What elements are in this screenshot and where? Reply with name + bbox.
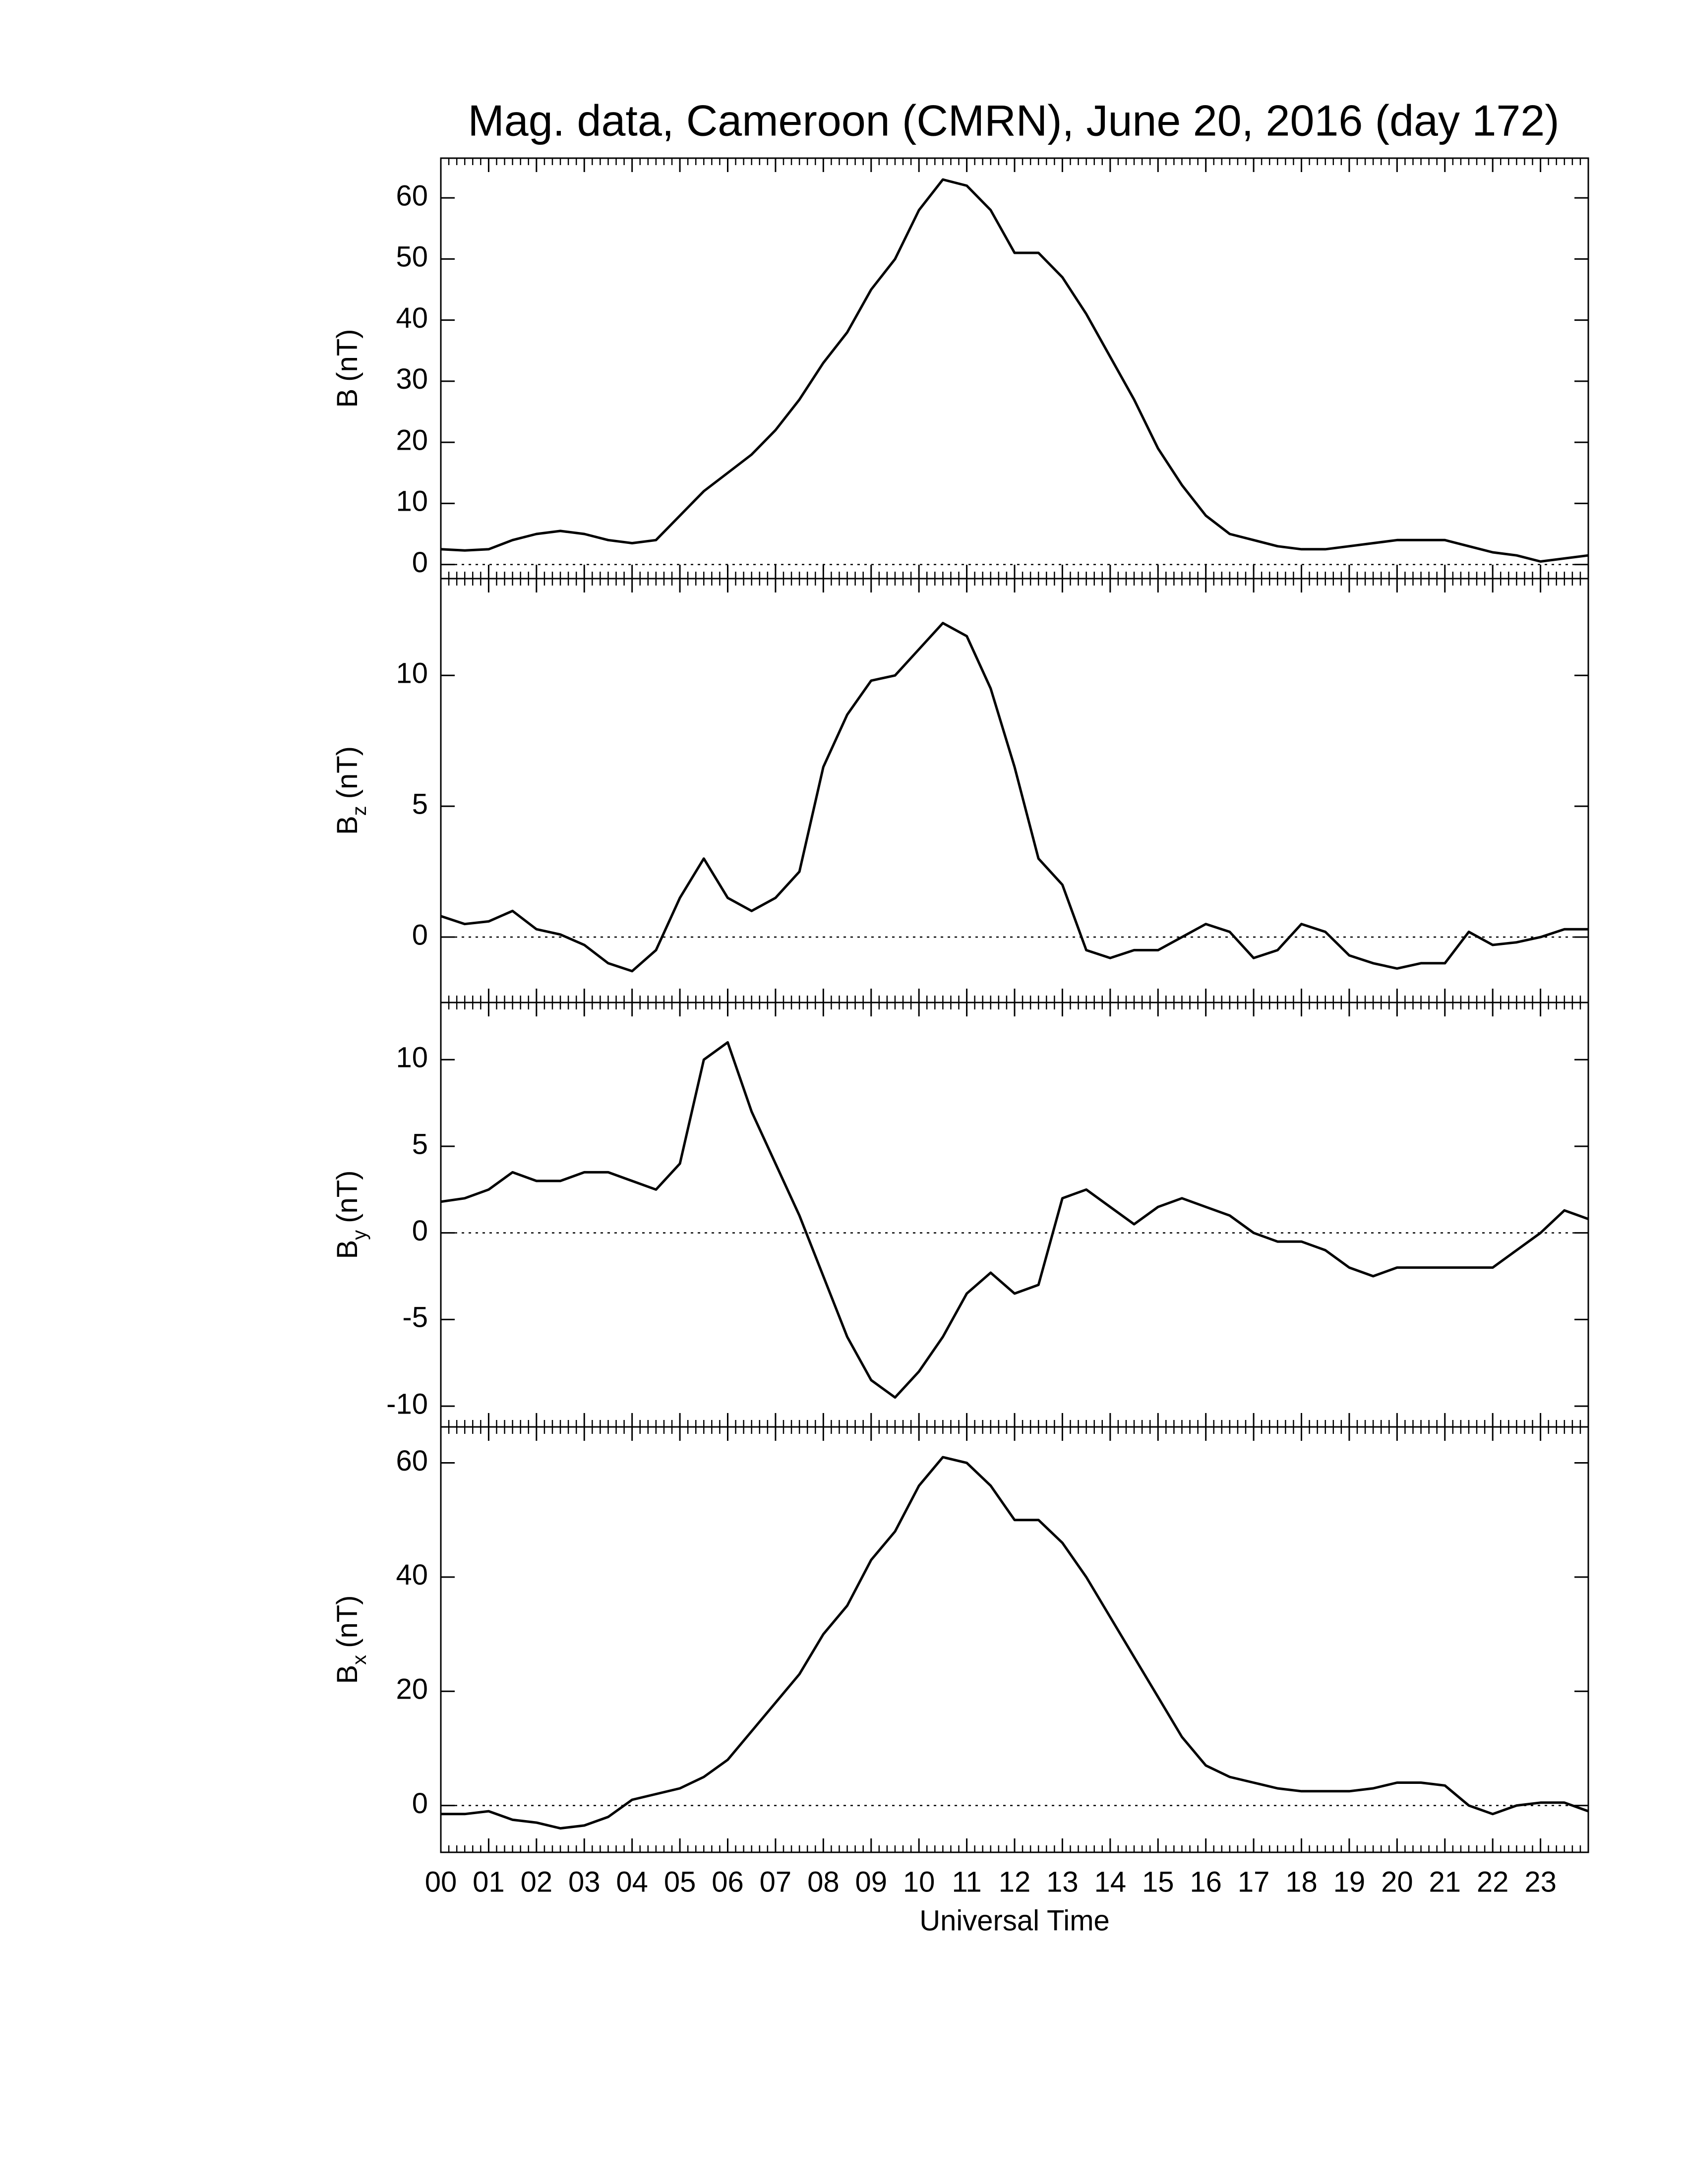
y-label-unit: (nT) (331, 1595, 363, 1648)
y-tick-label: 40 (396, 302, 428, 334)
y-tick-label: 60 (396, 179, 428, 212)
x-tick-label: 03 (568, 1866, 601, 1898)
x-axis-label: Universal Time (919, 1904, 1110, 1937)
y-tick-label: 0 (412, 1787, 428, 1820)
x-tick-label: 05 (664, 1866, 696, 1898)
y-tick-label: 10 (396, 657, 428, 690)
y-tick-label: -10 (386, 1388, 428, 1420)
x-tick-label: 04 (616, 1866, 648, 1898)
x-tick-label: 12 (999, 1866, 1031, 1898)
data-line (440, 622, 1588, 973)
x-tick-label: 11 (952, 1866, 981, 1898)
x-tick-label: 14 (1094, 1866, 1127, 1898)
x-tick-label: 10 (903, 1866, 935, 1898)
x-tick-label: 22 (1477, 1866, 1509, 1898)
x-tick-label: 07 (760, 1866, 792, 1898)
plot-frame (440, 1426, 1589, 1853)
y-tick-label: 5 (412, 1128, 428, 1160)
x-tick-label: 02 (521, 1866, 553, 1898)
data-line (440, 1041, 1589, 1399)
data-line (441, 1456, 1589, 1830)
y-tick-label: 30 (396, 363, 428, 395)
y-axis-label: Bz (nT) (331, 746, 370, 835)
y-axis-label: Bx (nT) (331, 1595, 370, 1684)
x-tick-label: 08 (807, 1866, 840, 1898)
x-tick-label: 18 (1285, 1866, 1318, 1898)
y-label-symbol: B (331, 1240, 363, 1259)
plot-frame (440, 157, 1589, 580)
y-label-symbol: B (331, 389, 363, 408)
y-tick-label: 10 (396, 1042, 428, 1074)
x-tick-label: 09 (855, 1866, 887, 1898)
x-tick-label: 17 (1238, 1866, 1270, 1898)
plot-frame (440, 1002, 1589, 1428)
y-label-subscript: x (349, 1655, 370, 1665)
y-tick-label: 10 (396, 485, 428, 518)
y-tick-label: 0 (412, 1215, 428, 1247)
x-tick-label: 19 (1333, 1866, 1366, 1898)
y-label-symbol: B (331, 816, 363, 835)
x-tick-label: 01 (473, 1866, 505, 1898)
y-tick-label: 50 (396, 241, 428, 273)
y-tick-label: 20 (396, 1673, 428, 1706)
y-label-unit: (nT) (331, 746, 363, 799)
data-line (440, 178, 1589, 563)
y-axis-label: B (nT) (331, 329, 363, 408)
x-tick-label: 15 (1142, 1866, 1174, 1898)
y-label-subscript: z (349, 806, 370, 816)
x-tick-label: 21 (1429, 1866, 1461, 1898)
x-tick-label: 20 (1381, 1866, 1413, 1898)
y-tick-label: 0 (412, 546, 428, 579)
y-label-subscript: y (349, 1230, 370, 1240)
x-tick-label: 23 (1524, 1866, 1557, 1898)
y-tick-label: 20 (396, 424, 428, 456)
x-tick-label: 16 (1190, 1866, 1222, 1898)
y-tick-label: 60 (396, 1445, 428, 1477)
y-tick-label: 5 (412, 788, 428, 820)
chart-title: Mag. data, Cameroon (CMRN), June 20, 201… (468, 96, 1559, 145)
y-label-unit: (nT) (331, 1170, 363, 1223)
x-tick-label: 06 (712, 1866, 744, 1898)
x-tick-label: 13 (1046, 1866, 1079, 1898)
y-tick-label: -5 (402, 1301, 428, 1334)
x-tick-label: 00 (425, 1866, 457, 1898)
y-label-unit: (nT) (331, 329, 363, 381)
y-label-symbol: B (331, 1665, 363, 1684)
y-axis-label: By (nT) (331, 1170, 370, 1259)
y-tick-label: 0 (412, 919, 428, 951)
plot-frame (440, 578, 1589, 1003)
y-tick-label: 40 (396, 1559, 428, 1591)
